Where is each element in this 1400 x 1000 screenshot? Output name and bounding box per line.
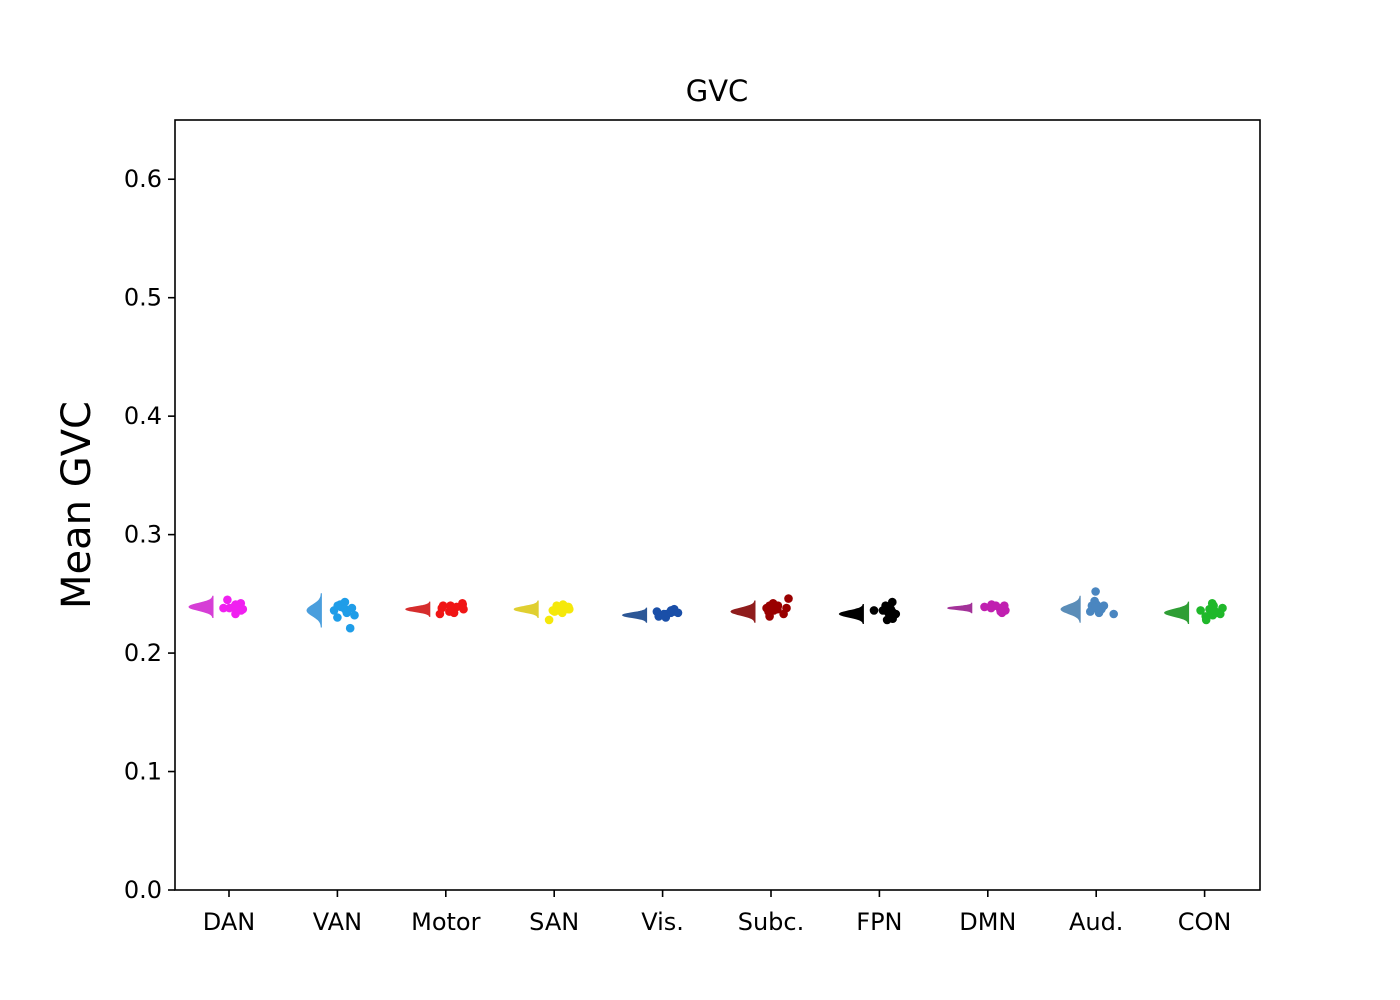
density-cloud: [621, 607, 648, 623]
y-axis-label: Mean GVC: [54, 401, 100, 609]
data-point: [333, 601, 343, 610]
y-tick-label: 0.6: [124, 165, 162, 193]
density-cloud: [1060, 595, 1081, 623]
data-point: [345, 623, 355, 633]
y-tick-label: 0.4: [124, 402, 162, 430]
data-point: [548, 606, 558, 615]
data-point: [459, 604, 468, 614]
y-tick-label: 0.5: [124, 284, 162, 312]
data-point: [997, 608, 1007, 618]
data-point: [350, 610, 359, 620]
x-axis: DAN VAN Motor SAN Vis. Subc. FPN DMN Aud. CON: [203, 890, 1232, 936]
data-point: [558, 608, 567, 618]
data-point: [342, 607, 352, 616]
data-point: [986, 603, 996, 613]
data-point: [1099, 601, 1109, 610]
data-point: [1091, 587, 1100, 596]
x-tick-label: SAN: [529, 908, 579, 936]
series-vis: [621, 604, 683, 623]
x-tick-label: Motor: [411, 908, 480, 936]
series-con: [1163, 599, 1227, 625]
data-point: [223, 595, 232, 605]
y-tick-label: 0.1: [124, 758, 162, 786]
series-van: [306, 593, 359, 633]
density-cloud: [730, 600, 756, 623]
x-tick-label: VAN: [313, 908, 362, 936]
data-point: [980, 602, 989, 612]
series-san: [513, 600, 574, 625]
x-tick-label: Vis.: [641, 908, 684, 936]
density-cloud: [1163, 601, 1190, 624]
data-point: [565, 604, 574, 614]
data-point: [773, 601, 783, 610]
y-tick-label: 0.2: [124, 639, 162, 667]
plot-area: [188, 587, 1227, 633]
y-tick-label: 0.0: [124, 876, 162, 904]
data-point: [333, 613, 342, 622]
data-point: [673, 608, 683, 618]
data-point: [1086, 607, 1095, 616]
data-point: [784, 594, 793, 603]
series-aud: [1060, 587, 1118, 623]
density-cloud: [405, 601, 431, 617]
density-cloud: [946, 602, 973, 614]
data-point: [1094, 608, 1104, 618]
y-axis: 0.0 0.1 0.2 0.3 0.4 0.5 0.6: [124, 165, 175, 904]
series-fpn: [838, 597, 901, 625]
data-point: [765, 612, 774, 621]
data-point: [782, 603, 791, 613]
density-cloud: [306, 593, 322, 628]
x-tick-label: Aud.: [1069, 908, 1124, 936]
series-dan: [188, 595, 248, 619]
series-motor: [405, 599, 468, 619]
data-point: [652, 607, 662, 616]
chart-title: GVC: [686, 74, 749, 108]
data-point: [659, 610, 668, 620]
data-point: [1201, 615, 1211, 625]
x-tick-label: FPN: [856, 908, 902, 936]
data-point: [544, 615, 554, 625]
series-subc: [730, 594, 793, 623]
density-cloud: [838, 604, 864, 624]
series-dmn: [946, 600, 1010, 618]
data-point: [882, 615, 892, 625]
data-point: [869, 606, 879, 615]
data-point: [1196, 606, 1205, 615]
x-tick-label: Subc.: [738, 908, 805, 936]
data-point: [435, 609, 445, 619]
x-tick-label: CON: [1178, 908, 1232, 936]
data-point: [884, 608, 893, 618]
data-point: [1109, 609, 1118, 619]
data-point: [446, 603, 456, 613]
x-tick-label: DAN: [203, 908, 255, 936]
plot-frame: [174, 119, 1261, 891]
data-point: [219, 603, 228, 613]
data-point: [1210, 606, 1219, 615]
y-tick-label: 0.3: [124, 521, 162, 549]
data-point: [232, 606, 242, 615]
x-tick-label: DMN: [959, 908, 1016, 936]
density-cloud: [188, 595, 214, 618]
density-cloud: [513, 600, 539, 618]
